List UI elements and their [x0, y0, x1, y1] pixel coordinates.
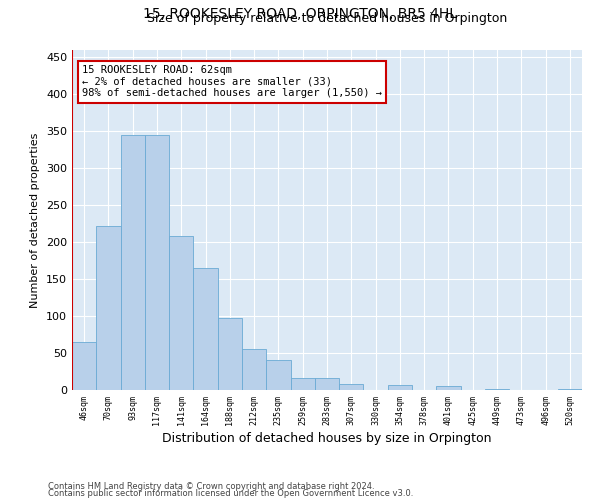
Text: 15 ROOKESLEY ROAD: 62sqm
← 2% of detached houses are smaller (33)
98% of semi-de: 15 ROOKESLEY ROAD: 62sqm ← 2% of detache…	[82, 66, 382, 98]
Bar	[121, 135, 145, 390]
Bar	[315, 378, 339, 390]
Bar	[290, 378, 315, 390]
Bar	[266, 360, 290, 390]
Bar	[218, 318, 242, 390]
Text: Contains public sector information licensed under the Open Government Licence v3: Contains public sector information licen…	[48, 490, 413, 498]
Text: Contains HM Land Registry data © Crown copyright and database right 2024.: Contains HM Land Registry data © Crown c…	[48, 482, 374, 491]
Bar	[388, 385, 412, 390]
Bar	[242, 348, 266, 390]
Bar	[145, 135, 169, 390]
Text: 15, ROOKESLEY ROAD, ORPINGTON, BR5 4HL: 15, ROOKESLEY ROAD, ORPINGTON, BR5 4HL	[143, 8, 457, 22]
Bar	[339, 384, 364, 390]
Bar	[96, 226, 121, 390]
Y-axis label: Number of detached properties: Number of detached properties	[31, 132, 40, 308]
X-axis label: Distribution of detached houses by size in Orpington: Distribution of detached houses by size …	[162, 432, 492, 445]
Title: Size of property relative to detached houses in Orpington: Size of property relative to detached ho…	[147, 12, 507, 25]
Bar	[436, 386, 461, 390]
Bar	[193, 268, 218, 390]
Bar	[72, 342, 96, 390]
Bar	[169, 236, 193, 390]
